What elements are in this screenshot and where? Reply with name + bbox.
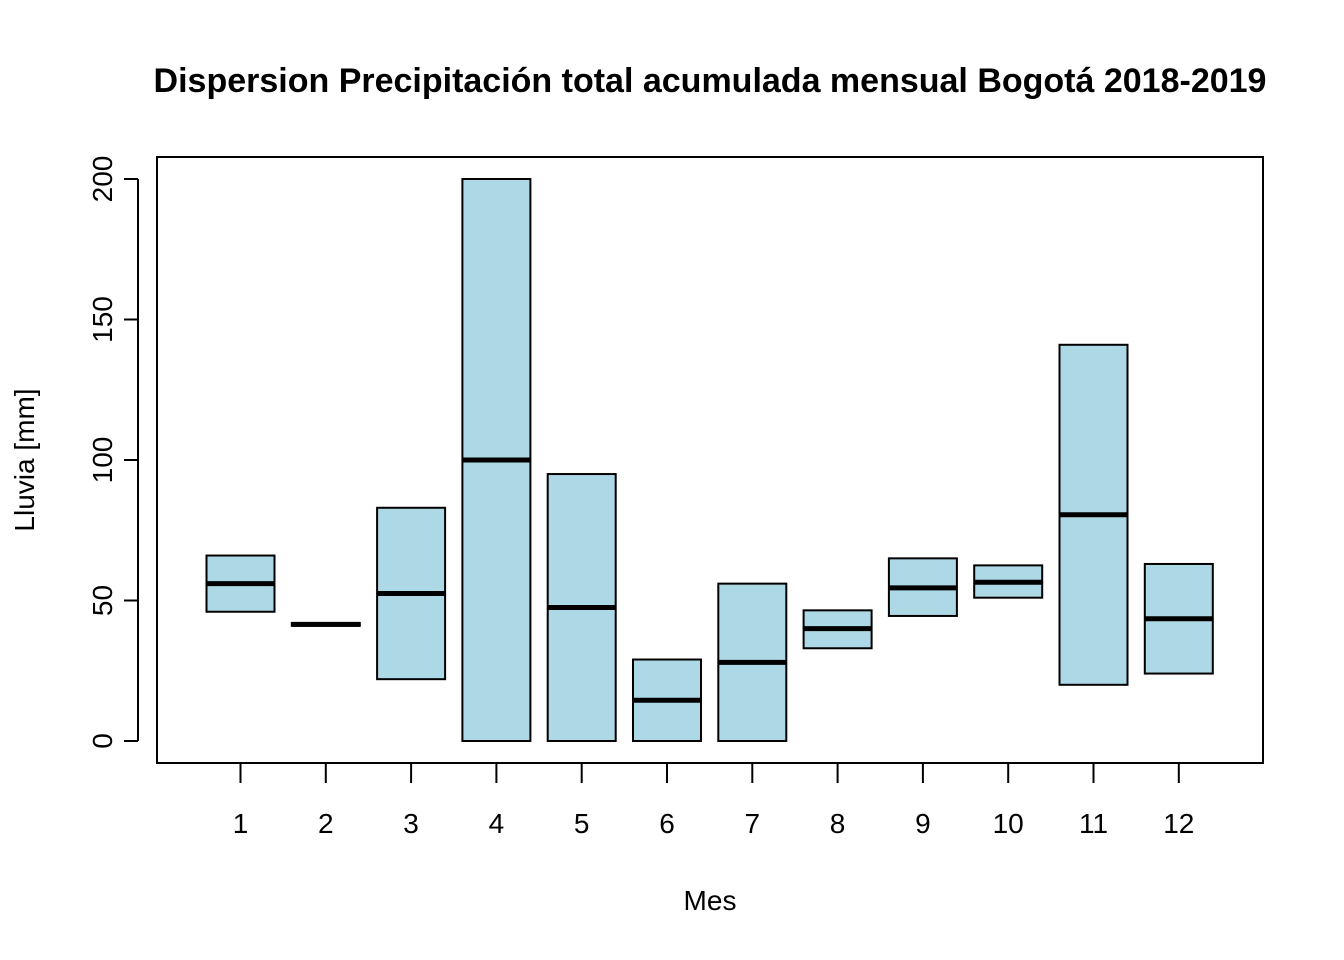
y-axis-label: Lluvia [mm]: [9, 388, 40, 531]
x-tick-label: 4: [489, 808, 505, 839]
x-tick-label: 5: [574, 808, 590, 839]
y-tick-label: 150: [87, 296, 118, 343]
x-tick-label: 1: [233, 808, 249, 839]
x-tick-label: 9: [915, 808, 931, 839]
chart-title: Dispersion Precipitación total acumulada…: [154, 62, 1267, 100]
x-tick-label: 2: [318, 808, 334, 839]
plot-frame: [156, 156, 1264, 764]
x-tick-label: 7: [745, 808, 761, 839]
x-tick-label: 12: [1163, 808, 1194, 839]
y-tick-label: 0: [87, 733, 118, 749]
boxes: [205, 178, 1214, 743]
x-tick-label: 3: [403, 808, 419, 839]
x-tick-label: 11: [1079, 808, 1108, 839]
y-axis: 0 50 100 150 200: [87, 156, 139, 749]
y-tick-label: 200: [87, 156, 118, 203]
x-tick-label: 8: [830, 808, 846, 839]
y-tick-label: 100: [87, 437, 118, 484]
x-axis: 1 2 3 4 5 6 7 8 9 10 11 12: [233, 763, 1194, 839]
y-tick-label: 50: [87, 585, 118, 616]
x-tick-label: 10: [993, 808, 1024, 839]
x-tick-label: 6: [659, 808, 675, 839]
x-axis-label: Mes: [684, 885, 737, 916]
